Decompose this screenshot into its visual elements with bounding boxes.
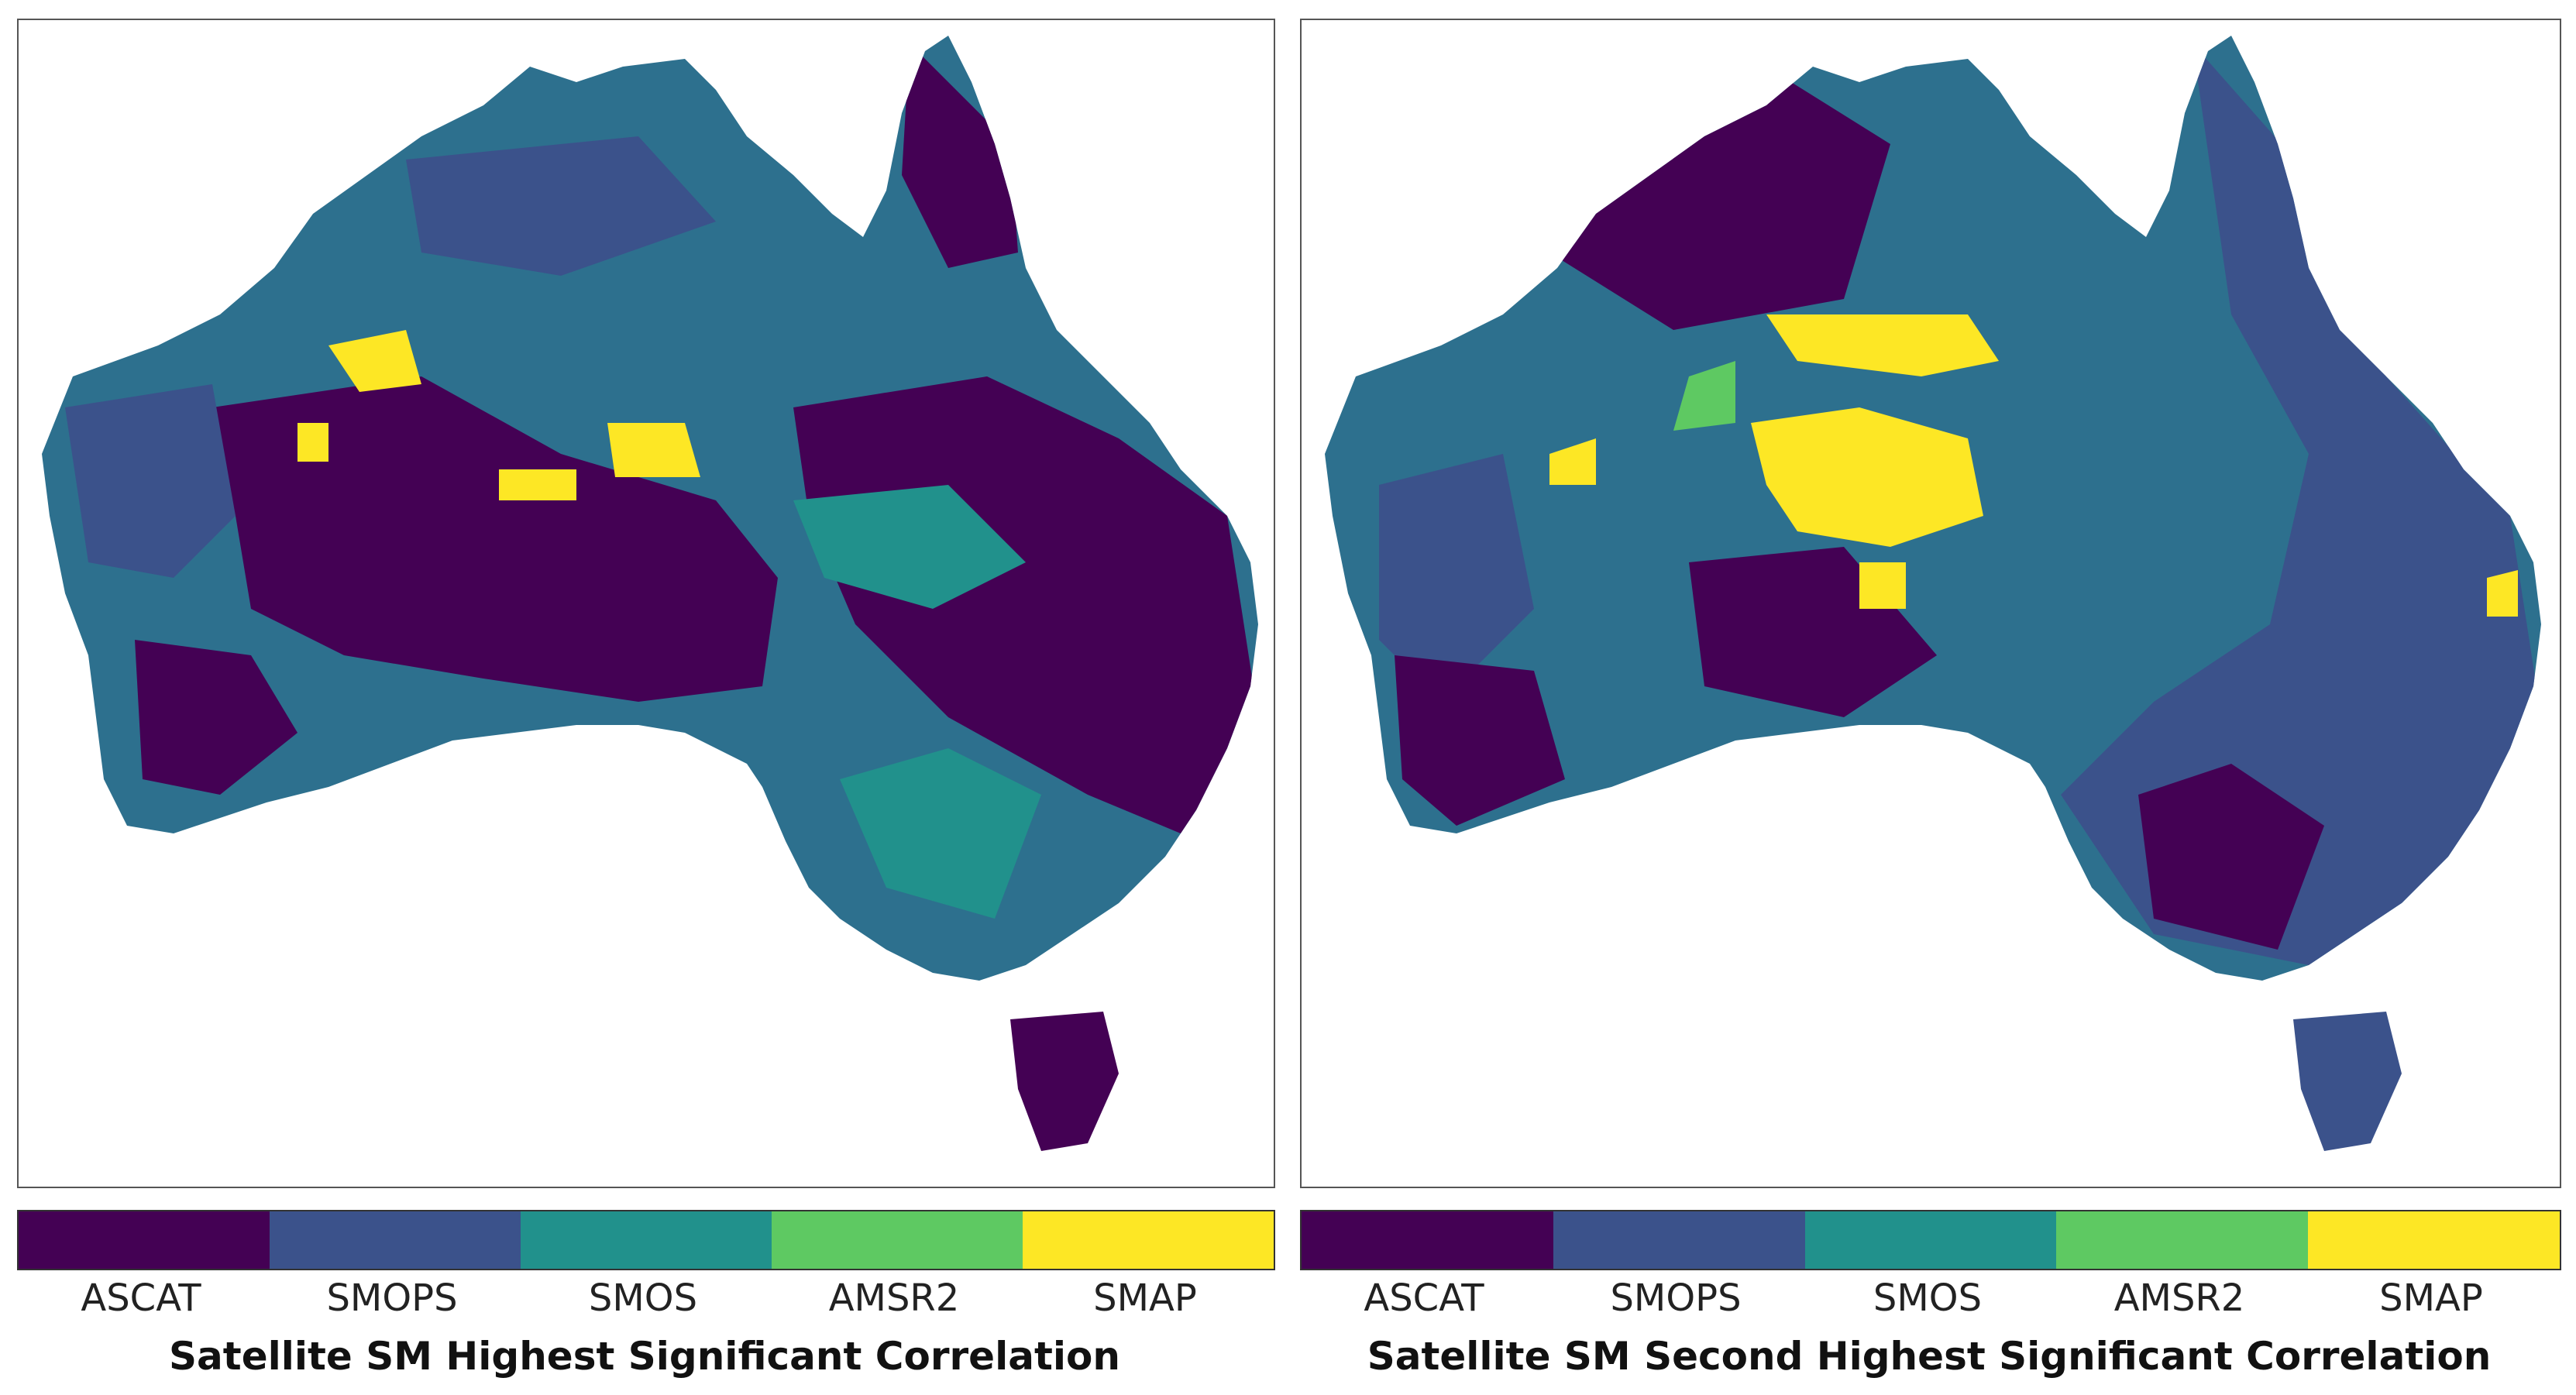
- colorbar-cell-smops: [270, 1211, 521, 1269]
- colorbar-second-highest: [1300, 1210, 2561, 1270]
- colorbar-tick-smops: SMOPS: [326, 1276, 458, 1320]
- colorbar-tick-ascat: ASCAT: [81, 1276, 201, 1320]
- colorbar-cell-smos: [521, 1211, 772, 1269]
- colorbar-cell-ascat: [19, 1211, 270, 1269]
- map-fill-second-highest: [1325, 36, 2541, 981]
- colorbar-cell-smos: [1804, 1211, 2057, 1269]
- colorbar-tick-smap: SMAP: [1093, 1276, 1197, 1320]
- map-frame-second-highest: [1300, 19, 2561, 1188]
- colorbar-tick-smos: SMOS: [1873, 1276, 1983, 1320]
- colorbar-cell-amsr2: [2056, 1211, 2309, 1269]
- tasmania-second-highest: [2293, 1012, 2402, 1151]
- map-frame-highest: [17, 19, 1275, 1188]
- colorbar-highest: [17, 1210, 1275, 1270]
- colorbar-tick-ascat: ASCAT: [1364, 1276, 1484, 1320]
- australia-map-second-highest: [1325, 36, 2541, 1151]
- colorbar-title-highest: Satellite SM Highest Significant Correla…: [169, 1334, 1120, 1379]
- colorbar-tick-smos: SMOS: [588, 1276, 698, 1320]
- colorbar-tick-amsr2: AMSR2: [828, 1276, 960, 1320]
- colorbar-tick-amsr2: AMSR2: [2113, 1276, 2245, 1320]
- colorbar-tick-smap: SMAP: [2379, 1276, 2483, 1320]
- colorbar-cell-ascat: [1302, 1211, 1553, 1269]
- colorbar-title-second-highest: Satellite SM Second Highest Significant …: [1367, 1334, 2492, 1379]
- colorbar-cell-smap: [2308, 1211, 2560, 1269]
- colorbar-tick-smops: SMOPS: [1610, 1276, 1742, 1320]
- map-fill-highest: [42, 36, 1258, 981]
- tasmania-highest: [1010, 1012, 1119, 1151]
- colorbar-cell-smap: [1023, 1211, 1274, 1269]
- colorbar-cell-smops: [1553, 1211, 1805, 1269]
- colorbar-cell-amsr2: [772, 1211, 1023, 1269]
- australia-map-highest: [42, 36, 1258, 1151]
